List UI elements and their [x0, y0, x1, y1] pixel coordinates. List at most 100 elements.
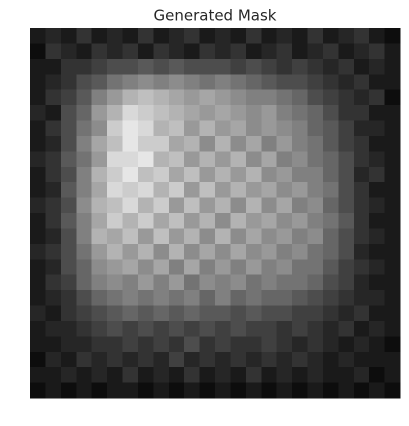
heatmap-cell: [369, 89, 386, 106]
heatmap-cell: [184, 382, 201, 399]
heatmap-cell: [369, 58, 386, 75]
heatmap-cell: [292, 135, 308, 152]
heatmap-cell: [261, 243, 278, 260]
heatmap-cell: [122, 259, 139, 276]
heatmap-cell: [122, 43, 139, 60]
heatmap-cell: [322, 135, 339, 152]
heatmap-cell: [91, 74, 108, 91]
heatmap-cell: [245, 228, 262, 245]
heatmap-cell: [184, 74, 201, 91]
heatmap-cell: [107, 290, 123, 306]
heatmap-cell: [261, 382, 278, 399]
heatmap-cell: [153, 120, 170, 137]
heatmap-cell: [384, 135, 401, 152]
heatmap-cell: [215, 228, 231, 245]
heatmap-cell: [369, 320, 386, 337]
heatmap-cell: [91, 28, 108, 44]
heatmap-cell: [30, 135, 46, 152]
heatmap-cell: [91, 320, 108, 337]
heatmap-cell: [199, 243, 216, 260]
heatmap-cell: [199, 74, 216, 91]
heatmap-cell: [276, 320, 293, 337]
heatmap-cell: [30, 243, 46, 260]
heatmap-cell: [215, 197, 231, 214]
heatmap-cell: [215, 213, 231, 229]
heatmap-cell: [45, 367, 62, 384]
heatmap-cell: [245, 336, 262, 353]
heatmap-cell: [107, 367, 123, 384]
heatmap-cell: [137, 367, 154, 384]
heatmap-cell: [307, 367, 324, 384]
heatmap-cell: [276, 382, 293, 399]
heatmap-cell: [184, 135, 201, 152]
heatmap-cell: [215, 28, 231, 44]
heatmap-cell: [245, 259, 262, 276]
heatmap-cell: [30, 290, 46, 306]
heatmap-cell: [199, 43, 216, 60]
heatmap-cell: [353, 182, 370, 199]
heatmap-cell: [322, 120, 339, 137]
heatmap-cell: [30, 274, 46, 291]
heatmap-cell: [338, 43, 355, 60]
heatmap-cell: [30, 259, 46, 276]
heatmap-cell: [45, 305, 62, 322]
heatmap-cell: [153, 243, 170, 260]
heatmap-cell: [30, 228, 46, 245]
heatmap-cell: [60, 290, 77, 306]
heatmap-cell: [245, 166, 262, 183]
heatmap-cell: [30, 351, 46, 368]
heatmap-cell: [369, 74, 386, 91]
heatmap-cell: [76, 28, 93, 44]
heatmap-cell: [338, 28, 355, 44]
heatmap-cell: [245, 58, 262, 75]
heatmap-cell: [338, 351, 355, 368]
heatmap-cell: [122, 274, 139, 291]
heatmap-cell: [107, 197, 123, 214]
heatmap-cell: [384, 197, 401, 214]
heatmap-cell: [30, 213, 46, 229]
heatmap-cell: [76, 182, 93, 199]
heatmap-cell: [137, 74, 154, 91]
heatmap-cell: [107, 382, 123, 399]
heatmap-cell: [215, 166, 231, 183]
heatmap-cell: [261, 74, 278, 91]
heatmap-cell: [60, 320, 77, 337]
heatmap-cell: [107, 166, 123, 183]
heatmap-cell: [107, 151, 123, 168]
heatmap-cell: [199, 382, 216, 399]
heatmap-cell: [122, 213, 139, 229]
heatmap-cell: [230, 120, 247, 137]
heatmap-cell: [45, 105, 62, 121]
heatmap-cell: [45, 382, 62, 399]
heatmap-cell: [307, 43, 324, 60]
heatmap-cell: [369, 274, 386, 291]
heatmap-cell: [30, 166, 46, 183]
heatmap-cell: [261, 151, 278, 168]
heatmap-cell: [322, 228, 339, 245]
heatmap-cell: [261, 166, 278, 183]
heatmap-cell: [91, 259, 108, 276]
heatmap-cell: [76, 151, 93, 168]
heatmap-cell: [384, 28, 401, 44]
heatmap-cell: [261, 351, 278, 368]
heatmap-cell: [261, 320, 278, 337]
heatmap-cell: [276, 166, 293, 183]
heatmap-cell: [245, 28, 262, 44]
heatmap-cell: [107, 213, 123, 229]
heatmap-cell: [184, 43, 201, 60]
heatmap-cell: [353, 43, 370, 60]
heatmap-cell: [338, 243, 355, 260]
heatmap-image: [30, 28, 401, 399]
heatmap-cell: [184, 182, 201, 199]
heatmap-cell: [153, 305, 170, 322]
heatmap-cell: [199, 305, 216, 322]
heatmap-cell: [153, 43, 170, 60]
heatmap-cell: [122, 74, 139, 91]
heatmap-cell: [153, 58, 170, 75]
heatmap-cell: [137, 351, 154, 368]
heatmap-cell: [137, 320, 154, 337]
heatmap-cell: [245, 213, 262, 229]
heatmap-cell: [276, 305, 293, 322]
heatmap-cell: [338, 89, 355, 106]
heatmap-cell: [137, 382, 154, 399]
